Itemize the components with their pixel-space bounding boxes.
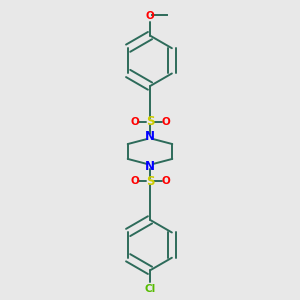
Text: N: N [145, 160, 155, 173]
Text: O: O [130, 176, 139, 186]
Text: S: S [146, 175, 154, 188]
Text: O: O [130, 117, 139, 127]
Text: O: O [146, 11, 154, 21]
Text: N: N [145, 130, 155, 143]
Text: O: O [161, 176, 170, 186]
Text: Cl: Cl [144, 284, 156, 294]
Text: O: O [161, 117, 170, 127]
Text: S: S [146, 115, 154, 128]
